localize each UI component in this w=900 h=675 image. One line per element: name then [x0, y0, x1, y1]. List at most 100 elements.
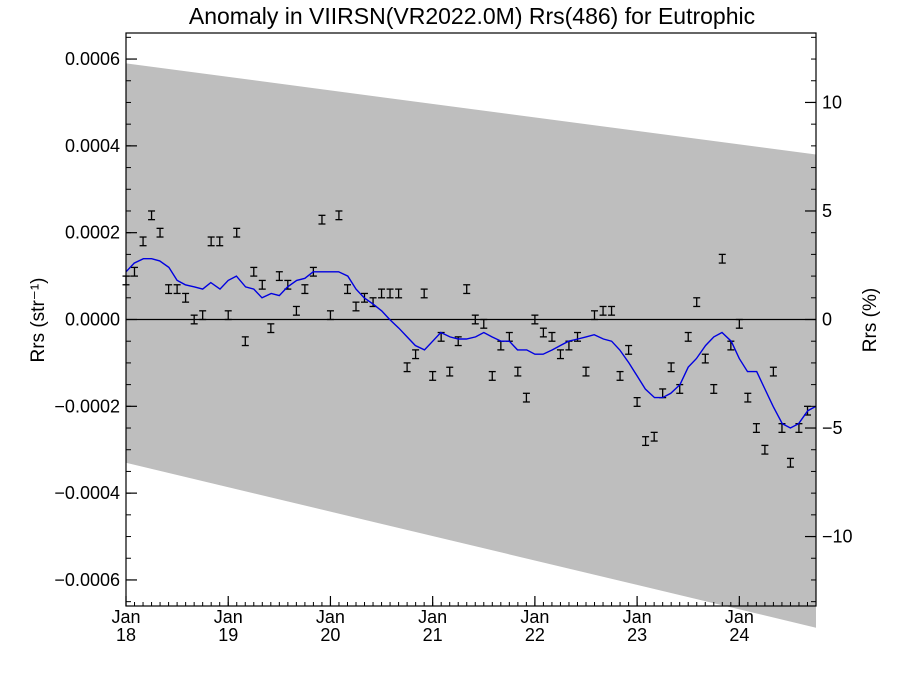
data-point — [667, 362, 675, 373]
series-line — [125, 258, 817, 429]
data-point — [233, 227, 241, 238]
data-point — [599, 305, 607, 316]
data-point — [718, 253, 726, 264]
band-layer — [126, 63, 816, 628]
data-point — [471, 314, 479, 325]
x-tick-year: 21 — [423, 625, 443, 645]
y-tick-label: −0.0006 — [54, 570, 120, 590]
y2-tick-label: 10 — [822, 92, 842, 112]
x-tick-month: Jan — [520, 607, 549, 627]
y-axis-label: Rrs (str⁻¹) — [28, 278, 49, 363]
x-tick-year: 19 — [218, 625, 238, 645]
data-point — [582, 366, 590, 377]
data-point — [156, 227, 164, 238]
data-point — [395, 288, 403, 299]
data-point — [403, 362, 411, 373]
y2-tick-label: 0 — [822, 310, 832, 330]
data-point — [301, 284, 309, 295]
data-point — [139, 236, 147, 247]
data-point — [241, 336, 249, 347]
data-point — [463, 284, 471, 295]
x-tick-month: Jan — [725, 607, 754, 627]
data-point — [258, 279, 266, 290]
data-point — [735, 318, 743, 329]
data-point — [642, 436, 650, 447]
data-point — [548, 331, 556, 342]
data-point — [344, 284, 352, 295]
data-point — [608, 305, 616, 316]
x-tick-month: Jan — [316, 607, 345, 627]
x-tick-month: Jan — [418, 607, 447, 627]
data-point — [386, 288, 394, 299]
data-point — [275, 271, 283, 282]
x-tick-month: Jan — [623, 607, 652, 627]
data-point — [650, 431, 658, 442]
data-point — [378, 288, 386, 299]
data-point — [352, 301, 360, 312]
x-tick-year: 22 — [525, 625, 545, 645]
y-tick-label: 0.0004 — [65, 136, 120, 156]
y2-tick-label: −10 — [822, 527, 853, 547]
data-point — [446, 366, 454, 377]
smoothed-series — [125, 258, 817, 429]
confidence-band — [126, 63, 816, 628]
data-point — [786, 457, 794, 468]
y-tick-label: −0.0002 — [54, 396, 120, 416]
y-axis-right: 10 5 0 −5 −10 — [805, 36, 853, 603]
data-point — [429, 370, 437, 381]
data-point — [412, 349, 420, 360]
data-point — [326, 310, 334, 321]
y-tick-label: 0.0000 — [65, 310, 120, 330]
x-tick-year: 23 — [627, 625, 647, 645]
data-point — [199, 310, 207, 321]
data-point — [250, 266, 258, 277]
data-point — [190, 314, 198, 325]
y-axis-left: 0.0006 0.0004 0.0002 0.0000 −0.0002 −0.0004 −0… — [54, 36, 137, 603]
data-point — [130, 266, 138, 277]
data-point — [420, 288, 428, 299]
data-point — [744, 392, 752, 403]
y2-tick-label: 5 — [822, 201, 832, 221]
data-point — [684, 331, 692, 342]
chart-title: Anomaly in VIIRSN(VR2022.0M) Rrs(486) fo… — [189, 3, 755, 29]
y-tick-label: −0.0004 — [54, 483, 120, 503]
data-point — [625, 344, 633, 355]
x-tick-month: Jan — [214, 607, 243, 627]
data-point — [148, 210, 156, 221]
data-point — [480, 318, 488, 329]
data-point — [693, 297, 701, 308]
data-point — [633, 396, 641, 407]
x-tick-month: Jan — [111, 607, 140, 627]
data-point — [539, 327, 547, 338]
data-point — [761, 444, 769, 455]
data-point — [173, 284, 181, 295]
y-tick-label: 0.0006 — [65, 49, 120, 69]
data-point — [531, 314, 539, 325]
data-point — [267, 323, 275, 334]
data-point — [292, 305, 300, 316]
data-point — [616, 370, 624, 381]
data-point — [701, 353, 709, 364]
data-point — [165, 284, 173, 295]
data-point — [710, 383, 718, 394]
data-point — [318, 214, 326, 225]
data-point — [207, 236, 215, 247]
data-point — [216, 236, 224, 247]
y2-axis-label: Rrs (%) — [860, 288, 881, 352]
x-tick-year: 20 — [320, 625, 340, 645]
y-tick-label: 0.0002 — [65, 223, 120, 243]
data-point — [224, 310, 232, 321]
x-tick-year: 24 — [729, 625, 749, 645]
data-point — [752, 423, 760, 434]
data-point — [335, 210, 343, 221]
data-point — [488, 370, 496, 381]
y2-tick-label: −5 — [822, 418, 843, 438]
data-point — [556, 349, 564, 360]
data-point — [590, 310, 598, 321]
data-point — [182, 292, 190, 303]
data-point — [522, 392, 530, 403]
x-tick-year: 18 — [116, 625, 136, 645]
data-point — [769, 366, 777, 377]
